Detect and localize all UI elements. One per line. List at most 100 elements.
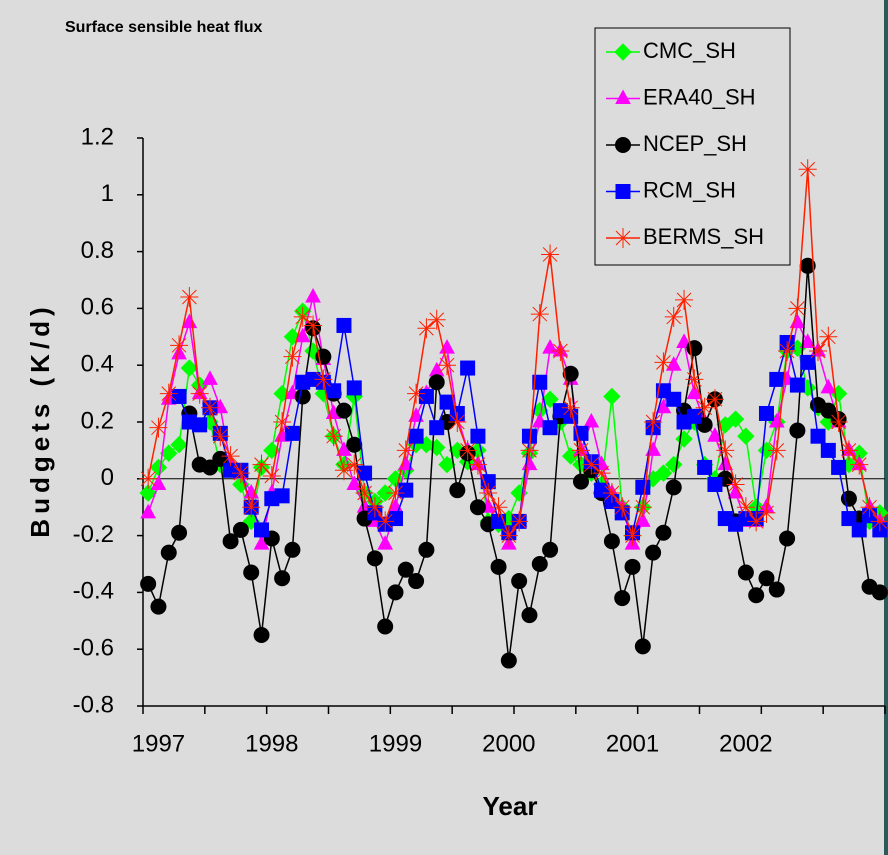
marker (159, 383, 178, 404)
marker (500, 652, 517, 669)
marker (336, 317, 352, 333)
marker (202, 370, 218, 385)
marker (644, 412, 663, 432)
marker (149, 417, 168, 438)
x-tick-label: 2001 (606, 730, 659, 757)
marker (707, 427, 723, 442)
marker (418, 388, 434, 404)
marker (654, 352, 673, 373)
marker (871, 584, 888, 601)
marker (614, 590, 631, 607)
marker (407, 383, 426, 404)
marker (758, 570, 775, 587)
marker (633, 497, 652, 518)
marker (635, 479, 651, 495)
marker (314, 369, 333, 390)
marker (541, 244, 560, 265)
marker (335, 402, 352, 419)
marker (139, 468, 158, 489)
marker (736, 497, 755, 518)
marker (870, 511, 888, 532)
marker (274, 570, 291, 587)
marker (254, 522, 270, 538)
x-tick-label: 2002 (719, 730, 772, 757)
marker (829, 412, 848, 432)
marker (283, 346, 302, 367)
marker (242, 497, 261, 518)
x-tick-label: 1998 (245, 730, 298, 757)
marker (748, 587, 765, 604)
marker (645, 544, 662, 561)
y-axis-label: Budgets (K/d) (25, 302, 55, 537)
marker (180, 287, 199, 308)
marker (789, 422, 806, 439)
marker (819, 326, 838, 347)
marker (665, 479, 682, 496)
marker (747, 511, 766, 532)
marker (397, 561, 414, 578)
marker (140, 503, 156, 519)
marker (779, 530, 796, 547)
legend-marker (615, 137, 631, 153)
edge-strip (884, 0, 888, 855)
marker (613, 497, 632, 518)
marker (387, 584, 404, 601)
marker (449, 482, 466, 499)
marker (252, 454, 271, 475)
marker (697, 459, 713, 475)
marker (603, 533, 620, 550)
y-tick-label: 1.2 (81, 123, 114, 150)
marker (839, 440, 858, 461)
marker (171, 388, 187, 404)
marker (398, 482, 414, 498)
marker (346, 380, 362, 396)
marker (705, 389, 724, 410)
legend: CMC_SH ERA40_SH NCEP_SH RCM_SH BERMS_SH (594, 27, 791, 266)
marker (448, 412, 467, 432)
marker (685, 369, 704, 390)
marker (634, 638, 651, 655)
marker (542, 541, 559, 558)
marker (624, 558, 641, 575)
legend-label: ERA40_SH (643, 84, 756, 109)
marker (602, 483, 621, 503)
series (139, 159, 888, 546)
marker (429, 420, 445, 436)
marker (221, 446, 240, 467)
x-axis-label: Year (483, 791, 538, 821)
marker (180, 359, 199, 377)
marker (583, 412, 600, 428)
marker (654, 464, 673, 482)
marker (428, 374, 445, 391)
marker (571, 440, 590, 461)
marker (789, 377, 805, 393)
legend-marker (614, 43, 632, 61)
marker (757, 502, 776, 523)
marker (726, 474, 745, 495)
marker (542, 339, 558, 354)
marker (531, 556, 548, 572)
marker (686, 408, 702, 424)
marker (160, 444, 178, 462)
marker (675, 289, 694, 310)
marker (274, 488, 290, 504)
marker (304, 315, 323, 336)
marker (377, 535, 394, 550)
marker (355, 483, 374, 503)
marker (427, 309, 446, 330)
marker (365, 497, 384, 518)
y-tick-label: 0.6 (81, 294, 114, 321)
marker (190, 383, 209, 404)
marker (726, 410, 745, 428)
marker (664, 306, 683, 327)
marker (192, 417, 208, 433)
marker (170, 436, 188, 454)
marker (520, 440, 539, 461)
marker (417, 318, 436, 339)
marker (707, 476, 723, 492)
marker (222, 533, 239, 550)
marker (655, 524, 672, 541)
marker (231, 463, 250, 484)
marker (171, 524, 188, 541)
